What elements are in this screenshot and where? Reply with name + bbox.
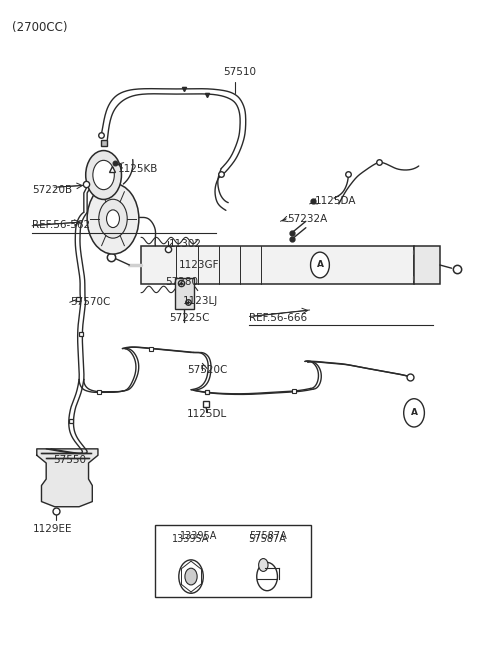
Text: 57587A: 57587A bbox=[249, 531, 287, 541]
Bar bbox=[156, 525, 311, 597]
Circle shape bbox=[93, 160, 114, 190]
Circle shape bbox=[404, 399, 424, 427]
Text: 57587A: 57587A bbox=[248, 534, 286, 544]
Circle shape bbox=[179, 560, 203, 593]
Text: (2700CC): (2700CC) bbox=[12, 21, 67, 33]
Text: 57520C: 57520C bbox=[187, 365, 227, 375]
Circle shape bbox=[99, 199, 127, 238]
Text: 13395A: 13395A bbox=[180, 531, 218, 541]
Text: 57550: 57550 bbox=[53, 455, 86, 466]
Circle shape bbox=[257, 562, 277, 590]
Text: 1129EE: 1129EE bbox=[33, 523, 72, 533]
Bar bbox=[175, 278, 194, 309]
Text: 11302: 11302 bbox=[168, 239, 202, 249]
Circle shape bbox=[86, 151, 121, 199]
Text: 1125DL: 1125DL bbox=[187, 409, 227, 419]
Text: 57510: 57510 bbox=[224, 67, 256, 77]
Text: REF.56-666: REF.56-666 bbox=[250, 313, 308, 323]
Text: 57570C: 57570C bbox=[70, 297, 110, 307]
Polygon shape bbox=[37, 449, 98, 506]
Text: A: A bbox=[316, 260, 324, 270]
Circle shape bbox=[259, 558, 268, 571]
Text: REF.56-562: REF.56-562 bbox=[32, 220, 90, 230]
FancyBboxPatch shape bbox=[414, 246, 440, 284]
Text: 57220B: 57220B bbox=[32, 185, 72, 195]
FancyBboxPatch shape bbox=[141, 246, 414, 284]
Circle shape bbox=[87, 183, 139, 254]
Text: 57280: 57280 bbox=[165, 277, 198, 287]
Text: 1123GF: 1123GF bbox=[179, 260, 219, 270]
Circle shape bbox=[107, 210, 120, 228]
Text: 1123LJ: 1123LJ bbox=[182, 296, 218, 306]
Text: 13395A: 13395A bbox=[172, 534, 210, 544]
Text: 1125DA: 1125DA bbox=[315, 196, 357, 207]
Text: 57225C: 57225C bbox=[169, 313, 210, 323]
Text: 57232A: 57232A bbox=[287, 214, 327, 224]
Circle shape bbox=[185, 568, 197, 585]
Circle shape bbox=[311, 252, 329, 278]
Text: 1125KB: 1125KB bbox=[118, 163, 158, 174]
Text: A: A bbox=[410, 409, 418, 417]
